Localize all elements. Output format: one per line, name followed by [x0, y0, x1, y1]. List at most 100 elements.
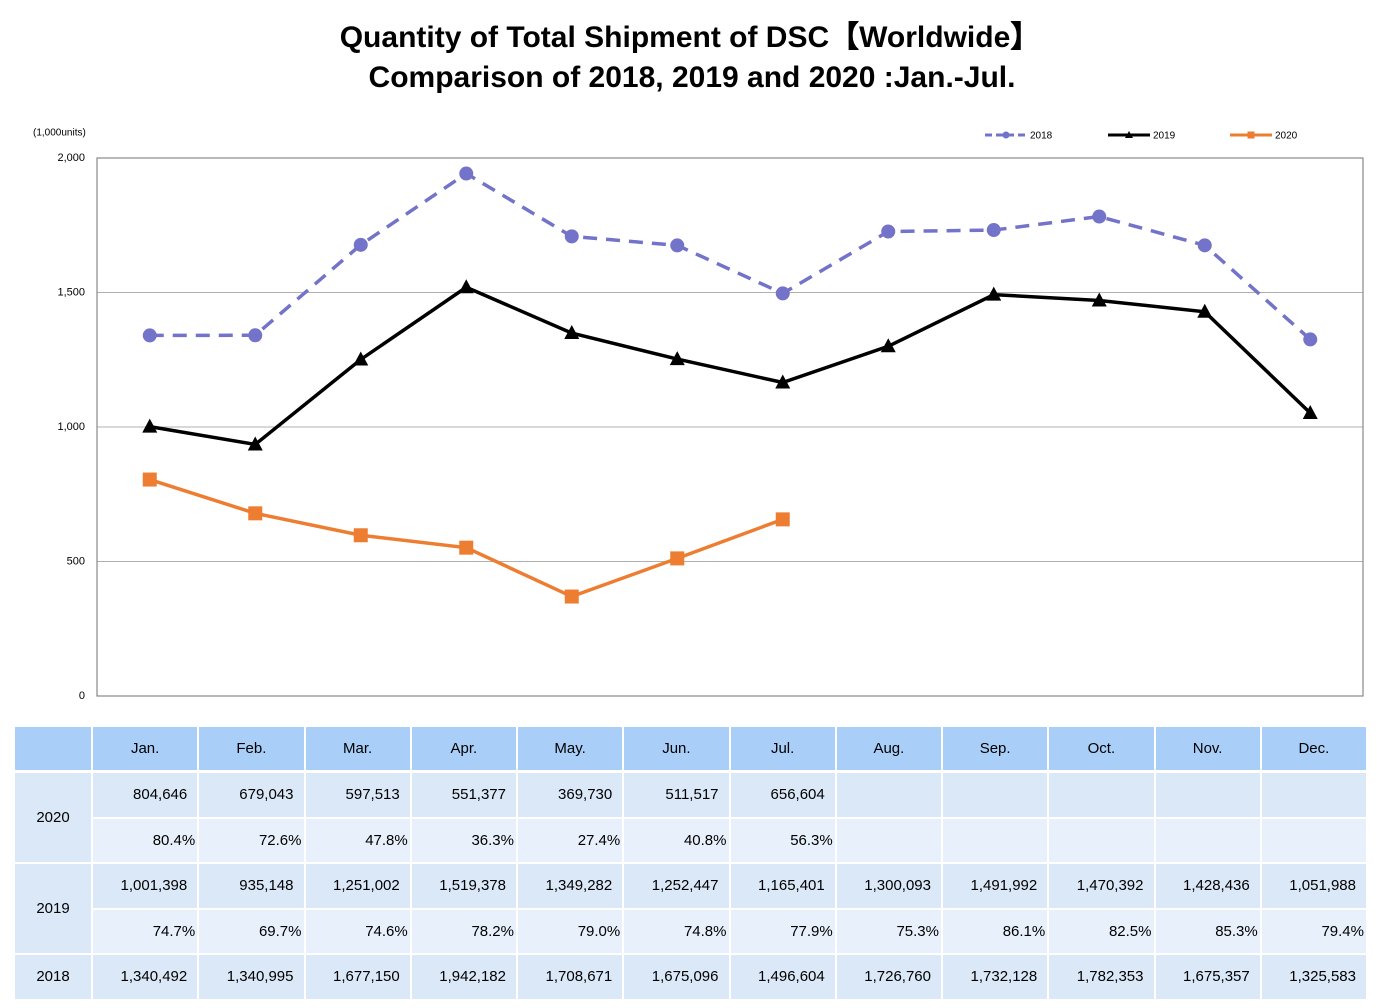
table-cell: 1,942,182	[411, 955, 518, 1001]
table-cell-empty	[1155, 818, 1262, 864]
point	[881, 224, 896, 239]
table-cell-empty	[15, 727, 93, 772]
table-cell: 1,252,447	[624, 864, 731, 910]
point	[775, 512, 790, 527]
table-cell: 1,001,398	[93, 864, 200, 910]
table-cell-empty	[1261, 773, 1368, 819]
y-axis-label: (1,000units)	[33, 128, 86, 139]
table-cell: 1,428,436	[1155, 864, 1262, 910]
table-cell: Sep.	[943, 727, 1050, 772]
point	[142, 472, 157, 487]
point	[1091, 292, 1107, 307]
table-cell: 56.3%	[730, 818, 837, 864]
table-cell: 1,519,378	[411, 864, 518, 910]
table-cell: 75.3%	[836, 909, 943, 955]
table-cell-empty	[943, 818, 1050, 864]
point	[1197, 303, 1213, 318]
table-cell: 1,051,988	[1261, 864, 1368, 910]
point	[353, 237, 368, 252]
table-cell: 679,043	[199, 773, 306, 819]
table-cell: 1,470,392	[1049, 864, 1156, 910]
table-cell: 1,708,671	[518, 955, 625, 1001]
point	[670, 551, 685, 566]
point	[775, 374, 791, 389]
table-cell: 551,377	[411, 773, 518, 819]
table-cell: 1,325,583	[1261, 955, 1368, 1001]
table-cell: 1,677,150	[305, 955, 412, 1001]
legend-marker	[1247, 131, 1255, 139]
table-cell: 1,675,357	[1155, 955, 1262, 1001]
legend-marker	[1125, 131, 1133, 138]
point	[1197, 238, 1212, 253]
table-cell: 72.6%	[199, 818, 306, 864]
table-cell: 77.9%	[730, 909, 837, 955]
table-cell: May.	[518, 727, 625, 772]
table-cell: 1,165,401	[730, 864, 837, 910]
point	[1303, 332, 1318, 347]
legend-label: 2018	[1030, 131, 1053, 142]
y-tick-label: 0	[79, 690, 85, 702]
table-cell: Feb.	[199, 727, 306, 772]
table-cell: Jun.	[624, 727, 731, 772]
table-cell: 36.3%	[411, 818, 518, 864]
y-tick-label: 2,000	[57, 152, 85, 164]
chart: Quantity of Total Shipment of DSC【Worldw…	[33, 21, 1364, 702]
point	[142, 418, 158, 433]
table-cell: 1,340,995	[199, 955, 306, 1001]
point	[458, 279, 474, 294]
point	[564, 229, 579, 244]
table-cell: Dec.	[1261, 727, 1368, 772]
point	[459, 166, 474, 181]
table-cell: 85.3%	[1155, 909, 1262, 955]
point	[564, 589, 579, 604]
table-cell: 804,646	[93, 773, 200, 819]
table-cell: 2020	[15, 773, 93, 864]
table-cell-empty	[943, 773, 1050, 819]
y-tick-label: 1,500	[57, 286, 85, 298]
point	[248, 328, 263, 343]
table-cell: 1,675,096	[624, 955, 731, 1001]
point	[1302, 405, 1318, 420]
plot-frame	[96, 157, 1364, 697]
table-cell: Aug.	[836, 727, 943, 772]
point	[247, 436, 263, 451]
table-cell: 80.4%	[93, 818, 200, 864]
table-cell-empty	[1049, 818, 1156, 864]
table-cell: Oct.	[1049, 727, 1156, 772]
table-cell-empty	[1261, 818, 1368, 864]
legend-marker	[1002, 131, 1010, 139]
table-cell: 82.5%	[1049, 909, 1156, 955]
table-cell: 27.4%	[518, 818, 625, 864]
y-tick-label: 500	[67, 555, 85, 567]
table-cell: 1,349,282	[518, 864, 625, 910]
table-cell: Nov.	[1155, 727, 1262, 772]
point	[986, 286, 1002, 301]
series-line	[149, 477, 784, 599]
table-cell: 2018	[15, 955, 93, 1001]
table-cell: Jan.	[93, 727, 200, 772]
point	[670, 238, 685, 253]
point	[564, 325, 580, 340]
legend-label: 2019	[1153, 131, 1176, 142]
table-cell: 40.8%	[624, 818, 731, 864]
table-cell: 597,513	[305, 773, 412, 819]
point	[669, 351, 685, 366]
point	[353, 528, 368, 543]
y-tick-label: 1,000	[57, 421, 85, 433]
point	[880, 338, 896, 353]
point	[1092, 209, 1107, 224]
table-cell: 1,496,604	[730, 955, 837, 1001]
table-cell-empty	[1155, 773, 1262, 819]
table-cell: 935,148	[199, 864, 306, 910]
legend-label: 2020	[1275, 131, 1298, 142]
table-cell: 79.0%	[518, 909, 625, 955]
table-cell: 47.8%	[305, 818, 412, 864]
table-cell: 1,251,002	[305, 864, 412, 910]
chart-title: Quantity of Total Shipment of DSC【Worldw…	[340, 21, 1041, 54]
point	[459, 540, 474, 555]
point	[353, 351, 369, 366]
table-cell: 1,491,992	[943, 864, 1050, 910]
table-cell: 74.8%	[624, 909, 731, 955]
table-cell: 74.7%	[93, 909, 200, 955]
